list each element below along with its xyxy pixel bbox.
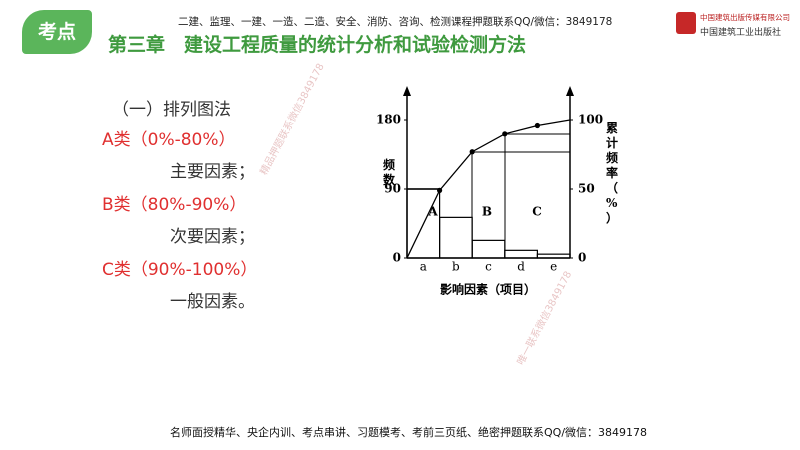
item-text: 主要因素； xyxy=(170,162,255,182)
item-label: A类（0%-80%） xyxy=(102,130,236,150)
footer: 名师面授精华、央企内训、考点串讲、习题模考、考前三页纸、绝密押题联系QQ/微信：… xyxy=(170,426,648,439)
badge: 考点 xyxy=(22,10,92,54)
y-tick-label: 180 xyxy=(376,113,401,127)
region-label: A xyxy=(427,205,438,219)
point xyxy=(437,187,443,193)
x-tick-label: b xyxy=(452,260,460,274)
y-label: 频数 xyxy=(383,157,396,187)
item-label: B类（80%-90%） xyxy=(102,195,247,215)
publisher-bottom: 中国建筑工业出版社 xyxy=(700,28,782,38)
region-label: B xyxy=(482,205,492,219)
y2-tick-label: 50 xyxy=(578,182,595,196)
point xyxy=(534,122,541,129)
region-label: C xyxy=(532,205,542,219)
logo xyxy=(676,12,696,34)
bar xyxy=(471,239,506,259)
y2-tick-label: 0 xyxy=(578,251,586,265)
bar xyxy=(439,216,473,259)
y-tick-label: 0 xyxy=(393,251,401,265)
cumulative-line xyxy=(406,119,571,259)
arrow xyxy=(403,86,411,96)
x-label: 影响因素（项目） xyxy=(440,282,536,297)
item-label: C类（90%-100%） xyxy=(102,260,258,280)
heading: （一）排列图法 xyxy=(112,100,231,120)
x-tick-label: d xyxy=(517,260,525,274)
arrow xyxy=(566,86,574,96)
title: 第三章 建设工程质量的统计分析和试验检测方法 xyxy=(108,34,527,56)
point xyxy=(502,131,508,137)
item-text: 一般因素。 xyxy=(170,292,255,312)
y-tick-label: 90 xyxy=(384,182,401,196)
x-tick-label: a xyxy=(420,260,427,274)
notice: 二建、监理、一建、一造、二造、安全、消防、咨询、检测课程押题联系QQ/微信：38… xyxy=(178,16,613,28)
region-box xyxy=(504,133,570,258)
bar xyxy=(504,249,538,259)
point xyxy=(469,149,475,155)
y2-label: 累计频率（%） xyxy=(606,121,618,225)
bar xyxy=(536,253,571,259)
item-text: 次要因素； xyxy=(170,227,255,247)
publisher-top: 中国建筑出版传媒有限公司 xyxy=(700,13,790,22)
y2-tick-label: 100 xyxy=(578,113,603,127)
x-tick-label: e xyxy=(550,260,557,274)
x-tick-label: c xyxy=(485,260,492,274)
